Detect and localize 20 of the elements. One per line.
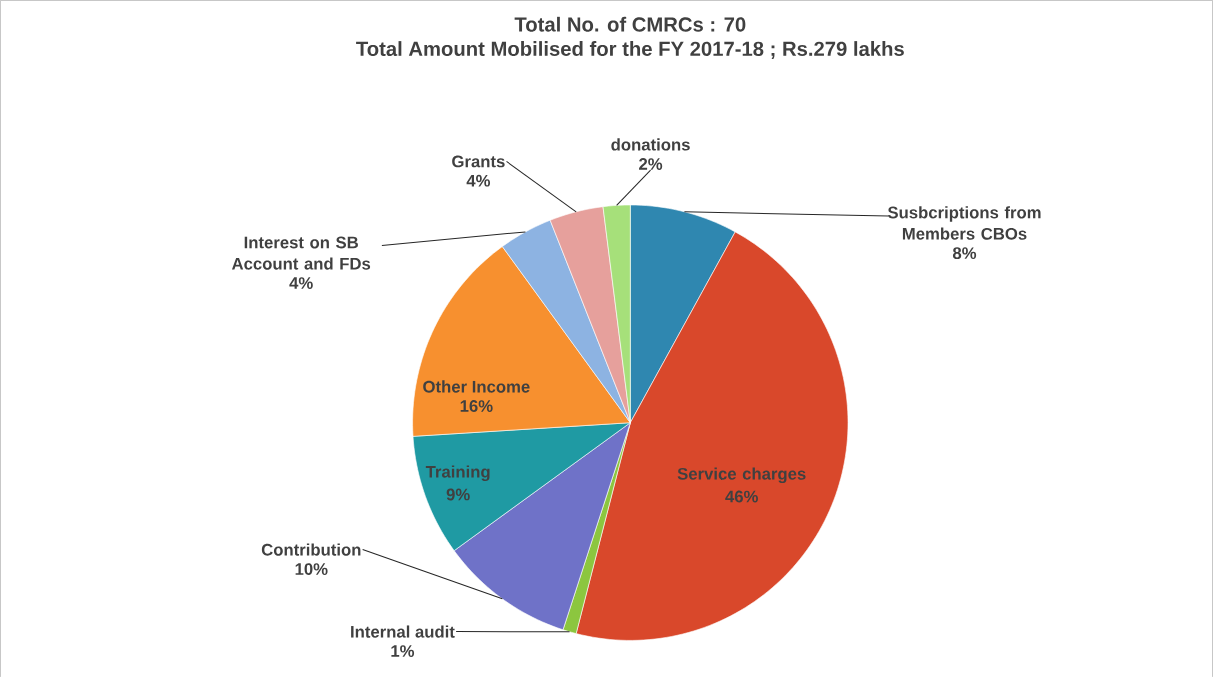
slice-label: Susbcriptions from Members CBOs	[887, 206, 1041, 240]
data-label: 2%	[639, 157, 663, 170]
slice-label: Training	[425, 465, 490, 481]
slice-label: Grants	[452, 155, 505, 168]
data-label: 9%	[446, 488, 470, 501]
slice-label: Other Income	[423, 380, 530, 393]
slice-label: Service charges	[677, 467, 806, 483]
data-label: 8%	[952, 247, 977, 259]
chart-title: Total No. of CMRCs : 70	[514, 16, 746, 32]
slice-label: Contribution	[261, 543, 361, 556]
slice-label: Interest on SB Account and FDs	[231, 236, 371, 270]
chart-subtitle: Total Amount Mobilised for the FY 2017-18 ; Rs.279 lakhs	[356, 40, 904, 59]
slice-label: Internal audit	[351, 625, 455, 638]
data-label: 4%	[289, 277, 313, 289]
data-label: 16%	[460, 399, 493, 412]
data-label: 10%	[295, 563, 328, 575]
data-label: 1%	[391, 645, 415, 657]
data-label: 46%	[725, 490, 758, 503]
data-label: 4%	[466, 174, 491, 187]
slice-label: donations	[611, 138, 690, 151]
